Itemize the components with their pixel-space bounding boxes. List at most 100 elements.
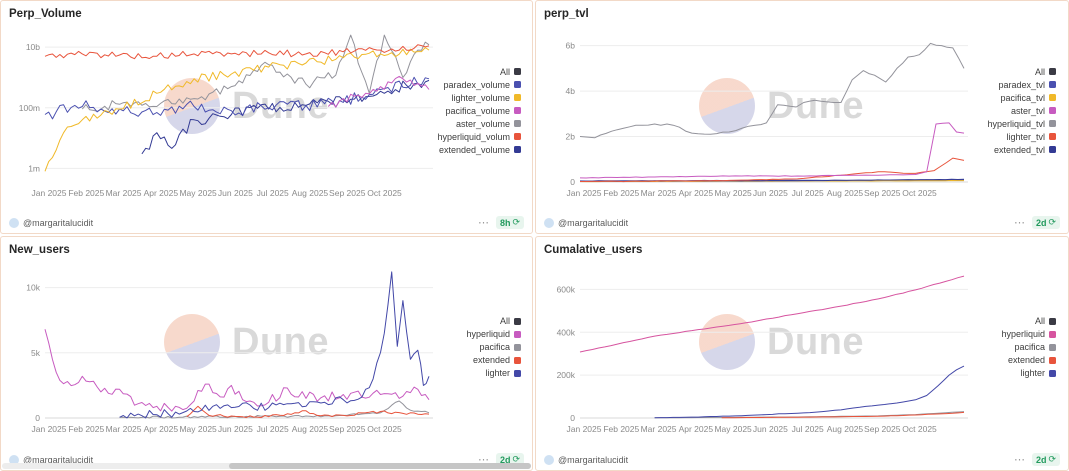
legend-item[interactable]: paradex_tvl [998,80,1056,90]
refresh-age: 2d [499,454,511,465]
chart-body: Dune 10b 100m 1m Jan 2025 Feb 2025 Mar 2025 Ap… [9,22,524,215]
more-options-button[interactable]: ⋯ [1013,216,1025,229]
legend-item[interactable]: extended [473,355,521,365]
legend-swatch [514,133,521,140]
legend-item[interactable]: lighter [1020,368,1056,378]
y-tick-label: 10b [26,42,40,52]
legend-item[interactable]: lighter_volume [451,93,521,103]
author[interactable]: @margaritalucidit [9,454,93,465]
author-username: @margaritalucidit [558,217,629,228]
chart-title[interactable]: New_users [9,244,70,256]
legend-label: extended [472,355,510,365]
author-avatar [544,454,554,465]
legend-item[interactable]: aster_tvl [1011,106,1056,116]
panel-cumulative-users: Cumalative_users Dune 600k 400k 200k 0 Jan 2… [535,236,1069,471]
legend-item[interactable]: extended [1008,355,1056,365]
author[interactable]: @margaritalucidit [544,454,628,465]
legend-item[interactable]: extended_tvl [994,145,1056,155]
chart-footer: @margaritalucidit ⋯ 2d ⟳ [544,215,1060,230]
scrollbar-thumb[interactable] [229,463,531,469]
legend-item[interactable]: hyperliquid [466,329,521,339]
x-tick-label: Feb 2025 [68,188,104,198]
legend-label: pacifica_volume [445,105,510,116]
refresh-badge[interactable]: 2d ⟳ [1031,216,1060,229]
legend-item[interactable]: lighter_tvl [1006,132,1056,142]
author-avatar [9,217,19,228]
x-tick-label: Jan 2025 [567,424,602,434]
x-tick-label: Feb 2025 [68,424,104,434]
legend-swatch [514,120,521,127]
legend-swatch [1049,81,1056,88]
legend-label: hyperliquid_tvl [987,118,1045,129]
chart-legend: All hyperliquid pacifica extended lighter [433,258,521,452]
more-options-button[interactable]: ⋯ [477,216,489,229]
refresh-age: 2d [1035,217,1047,228]
x-tick-label: Apr 2025 [679,424,714,434]
legend-swatch [1049,133,1056,140]
author[interactable]: @margaritalucidit [9,217,93,228]
more-options-button[interactable]: ⋯ [1013,453,1025,466]
legend-swatch [514,94,521,101]
x-tick-label: Mar 2025 [106,424,142,434]
legend-item[interactable]: aster_volume [456,119,521,129]
chart-canvas-perp-volume[interactable]: 10b 100m 1m Jan 2025 Feb 2025 Mar 2025 Apr 202… [9,22,433,204]
legend-label: pacifica_tvl [1000,92,1045,103]
author[interactable]: @margaritalucidit [544,217,629,228]
legend-label: paradex_volume [443,79,510,90]
legend-label: extended_volume [438,144,510,155]
legend-item[interactable]: pacifica_volume [445,106,521,116]
chart-title[interactable]: Perp_Volume [9,8,82,20]
legend-item[interactable]: hyperliquid [1001,329,1056,339]
legend-item[interactable]: pacifica [1014,342,1056,352]
legend-label: extended_tvl [993,144,1045,155]
legend-item[interactable]: hyperliquid_volum [437,132,521,142]
refresh-badge[interactable]: 8h ⟳ [495,216,524,229]
chart-title[interactable]: perp_tvl [544,8,589,20]
x-tick-label: Jan 2025 [32,188,67,198]
legend-item[interactable]: pacifica_tvl [1000,93,1056,103]
y-tick-label: 0 [570,177,575,187]
x-tick-label: May 2025 [714,424,752,434]
chart-footer: @margaritalucidit ⋯ 2d ⟳ [544,452,1060,467]
legend-item[interactable]: hyperliquid_tvl [987,119,1056,129]
legend-label: aster_volume [455,118,510,129]
chart-title[interactable]: Cumalative_users [544,244,643,256]
legend-item[interactable]: pacifica [479,342,521,352]
legend-item[interactable]: paradex_volume [443,80,521,90]
legend-item[interactable]: All [500,67,521,77]
refresh-badge[interactable]: 2d ⟳ [1031,453,1060,466]
refresh-badge[interactable]: 2d ⟳ [495,453,524,466]
legend-item[interactable]: All [500,316,521,326]
x-tick-label: Apr 2025 [679,188,714,198]
x-tick-label: Oct 2025 [367,188,402,198]
legend-label: paradex_tvl [998,79,1045,90]
legend-label: lighter_tvl [1006,131,1045,142]
chart-body: Dune 10k 5k 0 Jan 2025 Feb 2025 Mar 2025 Apr 2… [9,258,524,452]
horizontal-scrollbar[interactable] [2,463,531,469]
legend-item[interactable]: All [1035,67,1056,77]
legend-item[interactable]: All [1035,316,1056,326]
author-avatar [544,217,554,228]
legend-item[interactable]: extended_volume [439,145,521,155]
x-tick-label: Sep 2025 [864,188,901,198]
legend-label: hyperliquid [1001,329,1045,339]
series-line-lighter [119,271,430,419]
series-line-extended [721,411,965,419]
legend-swatch [514,68,521,75]
y-tick-label: 4b [566,86,576,96]
legend-swatch [514,317,521,325]
chart-legend: All paradex_volume lighter_volume pacifica_… [433,22,521,215]
x-tick-label: Mar 2025 [641,424,677,434]
legend-label: lighter [485,368,510,378]
legend-item[interactable]: lighter [485,368,521,378]
refresh-icon: ⟳ [512,454,520,464]
panel-perp-tvl: perp_tvl Dune 6b 4b 2b 0 Jan 2025 Feb 2025 Mar… [535,0,1069,234]
more-options-button[interactable]: ⋯ [477,453,489,466]
dune-watermark-text: Dune [232,320,329,363]
x-tick-label: Oct 2025 [902,188,937,198]
legend-swatch [1049,120,1056,127]
x-tick-label: Sep 2025 [329,424,366,434]
